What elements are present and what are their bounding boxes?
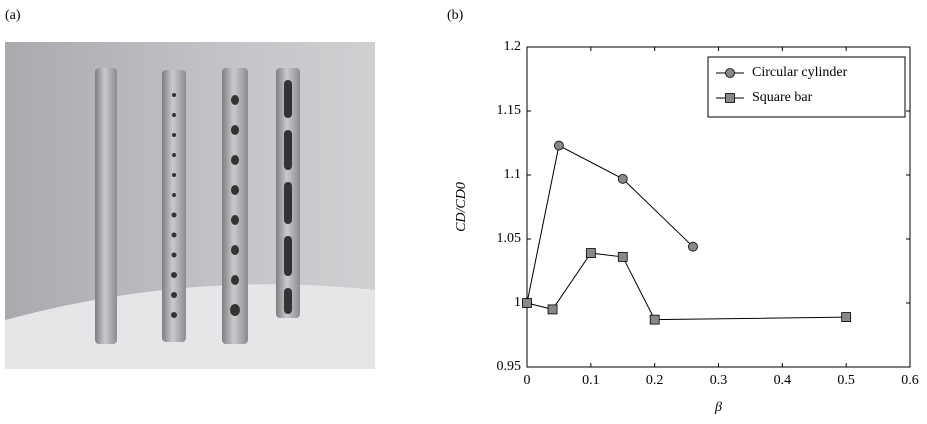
marker bbox=[688, 241, 698, 252]
panel-label: (b) bbox=[447, 8, 464, 23]
legend-box bbox=[707, 56, 906, 118]
x-tick-label: 0.2 bbox=[646, 373, 664, 388]
y-tick-label: 0.95 bbox=[497, 359, 522, 374]
legend-marker bbox=[725, 68, 735, 78]
legend-marker bbox=[725, 93, 735, 103]
marker bbox=[649, 314, 660, 325]
marker bbox=[841, 312, 852, 322]
photo bbox=[5, 42, 375, 369]
x-axis-label: β bbox=[714, 400, 722, 415]
panel-label: (a) bbox=[5, 8, 21, 23]
y-tick-label: 1.2 bbox=[504, 39, 522, 54]
marker bbox=[585, 248, 596, 258]
x-tick-label: 0.3 bbox=[710, 373, 728, 388]
marker bbox=[522, 298, 532, 308]
marker bbox=[547, 304, 558, 315]
marker bbox=[617, 252, 628, 262]
x-tick-label: 0.6 bbox=[901, 373, 919, 388]
y-tick-label: 1 bbox=[514, 295, 521, 310]
y-tick-label: 1.15 bbox=[497, 103, 522, 118]
series-line bbox=[526, 144, 694, 304]
series-line bbox=[526, 252, 847, 321]
x-tick-label: 0 bbox=[524, 373, 531, 388]
legend-label: Square bar bbox=[752, 90, 813, 105]
x-tick-label: 0.5 bbox=[837, 373, 855, 388]
x-tick-label: 0.4 bbox=[774, 373, 792, 388]
legend-label: Circular cylinder bbox=[752, 65, 848, 80]
y-tick-label: 1.05 bbox=[497, 231, 522, 246]
marker bbox=[554, 140, 564, 151]
x-tick-label: 0.1 bbox=[582, 373, 600, 388]
marker bbox=[617, 173, 628, 184]
y-axis-label: CD/CD0 bbox=[454, 182, 469, 232]
y-tick-label: 1.1 bbox=[504, 167, 522, 182]
